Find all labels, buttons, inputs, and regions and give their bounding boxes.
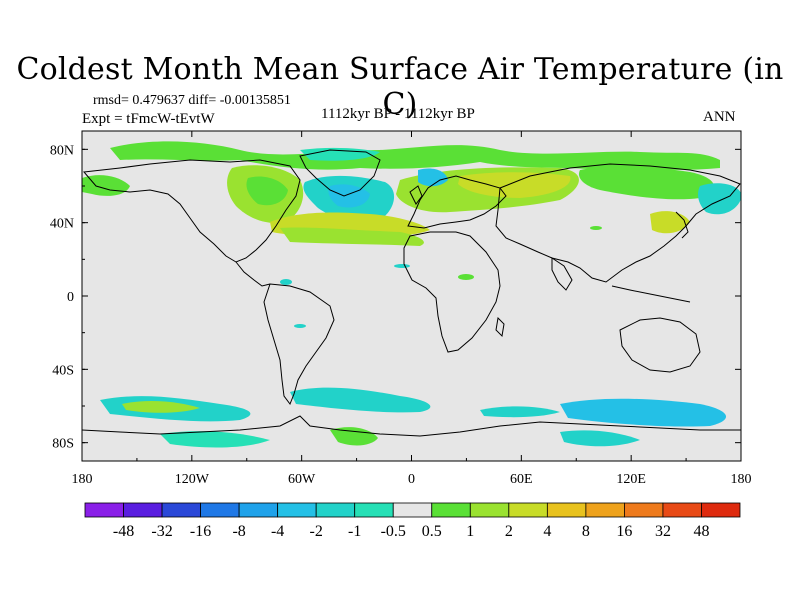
colorbar-label: -0.5 [381, 523, 406, 540]
colorbar-label: -2 [310, 523, 323, 540]
colorbar-label: -1 [348, 523, 361, 540]
anomaly-field [82, 141, 741, 448]
experiment-label: Expt = tFmcW-tEvtW [82, 111, 215, 127]
anomaly-siberia [578, 166, 714, 200]
colorbar: -48 -32 -16 -8 -4 -2 -1 -0.5 0.5 1 2 4 8 16 32 48 [84, 502, 741, 540]
colorbar-swatch [469, 502, 510, 518]
coastline-africa [403, 231, 501, 353]
coastline-greenland [299, 149, 381, 197]
colorbar-swatch [123, 502, 163, 518]
anomaly-south-indian-teal [480, 406, 560, 418]
coastline-asia [495, 163, 741, 283]
colorbar-swatch [354, 502, 394, 518]
anomaly-patch [458, 274, 474, 280]
anomaly-south-atlantic [290, 387, 431, 413]
x-tick-label: 120W [175, 472, 210, 487]
anomaly-patch [280, 279, 292, 285]
coastline-madagascar [495, 316, 505, 338]
coastline-antarctica [82, 415, 741, 437]
colorbar-swatch [662, 502, 702, 518]
coastline-india [551, 257, 573, 291]
anomaly-southern-ocean-green [122, 401, 200, 413]
anomaly-antarctic-east [560, 430, 640, 447]
colorbar-label: 8 [582, 523, 590, 540]
colorbar-swatch [431, 502, 471, 518]
anomaly-patch [294, 324, 306, 328]
colorbar-swatch [546, 502, 587, 518]
period-label: 1112kyr BP - 1112kyr BP [321, 106, 475, 122]
anomaly-antarctic [160, 431, 270, 448]
anomaly-south-indian [560, 398, 727, 427]
anomaly-eurasia-warm [458, 172, 571, 198]
x-tick-label: 180 [72, 472, 93, 487]
anomaly-scandinavia-cyan [418, 168, 448, 187]
x-tick-label: 120E [616, 472, 646, 487]
y-tick-label: 80N [50, 143, 74, 158]
x-tick-label: 60W [288, 472, 316, 487]
y-tick-label: 80S [52, 437, 74, 452]
colorbar-label: -16 [190, 523, 211, 540]
x-tick-label: 0 [408, 472, 415, 487]
colorbar-label: 48 [693, 523, 709, 540]
colorbar-swatch [624, 502, 664, 518]
colorbar-swatch [161, 502, 201, 518]
colorbar-label: -48 [113, 523, 134, 540]
colorbar-swatch [277, 502, 317, 518]
anomaly-patch [394, 264, 410, 268]
colorbar-swatch [701, 502, 741, 518]
anomaly-arctic-green [110, 141, 720, 170]
colorbar-label: 16 [616, 523, 632, 540]
colorbar-swatch [585, 502, 625, 518]
season-label: ANN [703, 109, 736, 125]
anomaly-arctic-cyan [300, 147, 380, 161]
colorbar-label: 0.5 [422, 523, 442, 540]
y-tick-label: 40N [50, 217, 74, 232]
coastline-south-america [263, 283, 335, 406]
x-tick-label: 60E [510, 472, 533, 487]
y-tick-label: 40S [52, 363, 74, 378]
colorbar-label: -32 [151, 523, 172, 540]
colorbar-swatch [392, 502, 433, 518]
coastlines [82, 149, 741, 437]
coastline-japan [675, 211, 689, 239]
colorbar-label: 2 [505, 523, 513, 540]
coastline-australia [619, 317, 701, 373]
colorbar-label: -8 [232, 523, 245, 540]
coastline-north-america [83, 159, 301, 263]
anomaly-north-america-core [246, 176, 288, 206]
colorbar-label: 32 [655, 523, 671, 540]
x-tick-label: 180 [731, 472, 752, 487]
colorbar-swatch [508, 502, 548, 518]
colorbar-label: -4 [271, 523, 284, 540]
colorbar-swatch [238, 502, 279, 518]
coastline-southeast-asia [611, 285, 691, 303]
coastline-central-america [235, 261, 271, 287]
colorbar-label: 1 [466, 523, 474, 540]
colorbar-swatch [200, 502, 240, 518]
anomaly-antarctic-coast [330, 427, 378, 446]
y-axis: 80N 40N 0 40S 80S [50, 143, 741, 452]
anomaly-patch [590, 226, 602, 230]
stats-text: rmsd= 0.479637 diff= -0.00135851 [93, 93, 291, 108]
y-tick-label: 0 [67, 290, 74, 305]
coastline-uk [409, 185, 423, 205]
colorbar-swatch [315, 502, 356, 518]
x-axis: 180 120W 60W 0 60E 120E 180 [72, 131, 752, 487]
colorbar-swatch [84, 502, 124, 518]
anomaly-atlantic-green [280, 227, 424, 246]
colorbar-label: 4 [543, 523, 551, 540]
page-title: Coldest Month Mean Surface Air Temperatu… [16, 52, 784, 122]
